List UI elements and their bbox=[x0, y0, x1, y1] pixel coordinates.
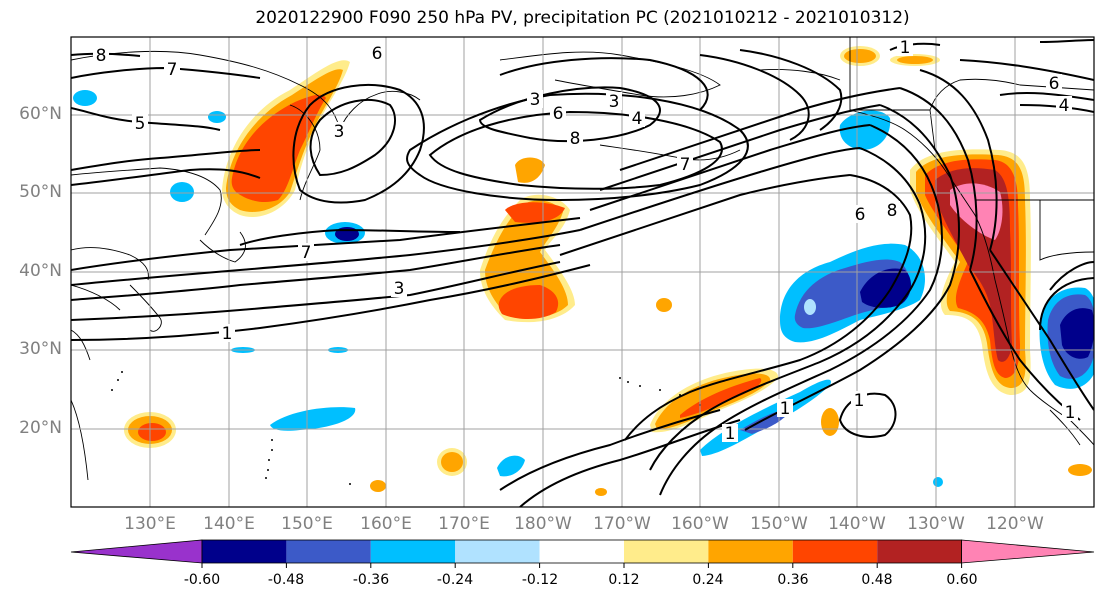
colorbar-tick-label: 0.12 bbox=[608, 572, 640, 588]
lon-label: 130°E bbox=[124, 514, 176, 534]
colorbar-tick-label: -0.24 bbox=[436, 572, 474, 588]
colorbar-tick-label: 0.48 bbox=[861, 572, 893, 588]
colorbar-segment-2 bbox=[286, 540, 371, 563]
lon-label: 140°W bbox=[828, 514, 886, 534]
contour-label: 4 bbox=[1059, 96, 1070, 116]
lon-label: 160°W bbox=[671, 514, 729, 534]
contour-label: 8 bbox=[570, 129, 581, 149]
contour-label: 6 bbox=[553, 104, 564, 124]
lon-label: 130°W bbox=[907, 514, 965, 534]
colorbar-segment-1 bbox=[202, 540, 287, 563]
map-title: 2020122900 F090 250 hPa PV, precipitatio… bbox=[255, 8, 910, 28]
colorbar-segment-4 bbox=[455, 540, 540, 563]
lon-label: 170°W bbox=[593, 514, 651, 534]
contour-label: 6 bbox=[1049, 74, 1060, 94]
contour-label: 6 bbox=[372, 44, 383, 64]
colorbar-tick-label: 0.36 bbox=[777, 572, 809, 588]
contour-label: 1 bbox=[900, 38, 911, 58]
contour-label: 4 bbox=[632, 109, 643, 129]
colorbar-tick-label: -0.60 bbox=[183, 572, 221, 588]
lat-label: 40°N bbox=[19, 261, 62, 281]
contour-label: 5 bbox=[135, 114, 146, 134]
colorbar-segment-5 bbox=[539, 540, 624, 563]
colorbar-segment-9 bbox=[877, 540, 962, 563]
contour-label: 1 bbox=[854, 391, 865, 411]
colorbar-segment-0 bbox=[70, 539, 203, 564]
lat-label: 60°N bbox=[19, 104, 62, 124]
colorbar-segment-8 bbox=[792, 540, 878, 563]
contour-label: 6 bbox=[855, 205, 866, 225]
map-frame bbox=[70, 36, 1095, 508]
pv-contours bbox=[71, 39, 1094, 507]
contour-labels: 8 7 5 6 3 3 3 6 8 4 7 7 3 1 8 6 1 6 4 1 … bbox=[93, 38, 1078, 444]
lon-label: 140°E bbox=[203, 514, 255, 534]
lon-label: 150°E bbox=[281, 514, 333, 534]
lat-label: 30°N bbox=[19, 339, 62, 359]
colorbar-tick-label: -0.48 bbox=[267, 572, 305, 588]
gridlines bbox=[71, 37, 1094, 507]
lon-label: 170°E bbox=[438, 514, 490, 534]
lon-label: 120°W bbox=[986, 514, 1044, 534]
colorbar-tick-label: 0.60 bbox=[946, 572, 978, 588]
contour-label: 3 bbox=[530, 90, 541, 110]
colorbar-segment-7 bbox=[708, 540, 793, 563]
colorbar-segment-10 bbox=[961, 539, 1095, 564]
contour-label: 7 bbox=[167, 60, 178, 80]
lon-label: 180°W bbox=[514, 514, 572, 534]
contour-label: 7 bbox=[680, 155, 691, 175]
colorbar-segment-3 bbox=[370, 540, 456, 563]
contour-label: 1 bbox=[780, 399, 791, 419]
contour-label: 1 bbox=[725, 424, 736, 444]
colorbar-tick-label: -0.36 bbox=[352, 572, 390, 588]
lon-label: 160°E bbox=[360, 514, 412, 534]
contour-label: 3 bbox=[394, 279, 405, 299]
lat-label: 50°N bbox=[19, 182, 62, 202]
lat-label: 20°N bbox=[19, 418, 62, 438]
contour-label: 1 bbox=[222, 324, 233, 344]
colorbar bbox=[70, 539, 1095, 568]
lon-label: 150°W bbox=[750, 514, 808, 534]
contour-label: 3 bbox=[609, 92, 620, 112]
colorbar-tick-label: 0.24 bbox=[692, 572, 724, 588]
contour-label: 3 bbox=[334, 122, 345, 142]
contour-label: 8 bbox=[887, 201, 898, 221]
contour-label: 7 bbox=[301, 243, 312, 263]
islands bbox=[111, 371, 701, 485]
colorbar-tick-label: -0.12 bbox=[521, 572, 559, 588]
contour-label: 1 bbox=[1065, 403, 1076, 423]
contour-label: 8 bbox=[96, 46, 107, 66]
colorbar-segment-6 bbox=[624, 540, 709, 563]
